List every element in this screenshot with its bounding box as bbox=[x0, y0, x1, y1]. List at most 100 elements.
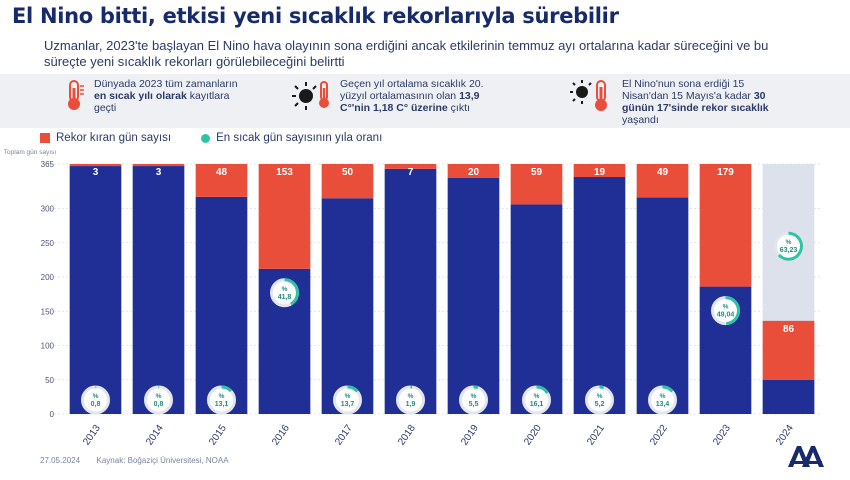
legend-record-label: Rekor kıran gün sayısı bbox=[56, 132, 172, 144]
ratio-arc bbox=[284, 278, 299, 306]
bar-record-days bbox=[636, 164, 689, 198]
ratio-value-label: 5,2 bbox=[595, 401, 605, 408]
y-tick-label: 100 bbox=[41, 342, 55, 351]
fact-3: El Nino'nun sona erdiği 15 Nisan'dan 15 … bbox=[570, 78, 772, 126]
x-tick-label: 2022 bbox=[648, 423, 670, 448]
record-value-label: 20 bbox=[468, 167, 480, 178]
ratio-arc bbox=[777, 231, 803, 261]
bar-normal-days bbox=[195, 196, 248, 414]
footer-date: 27.05.2024 bbox=[40, 456, 81, 465]
ratio-percent-sign: % bbox=[219, 393, 225, 400]
ratio-percent-sign: % bbox=[660, 393, 666, 400]
record-value-label: 19 bbox=[594, 167, 606, 178]
sun-thermometer-icon bbox=[570, 80, 607, 111]
bar-normal-days bbox=[510, 204, 563, 414]
ratio-percent-sign: % bbox=[597, 393, 603, 400]
ratio-arc bbox=[473, 385, 479, 390]
x-tick-label: 2018 bbox=[396, 423, 418, 448]
fact-2: Geçen yıl ortalama sıcaklık 20. yüzyıl o… bbox=[290, 78, 490, 114]
ratio-value-label: 0,8 bbox=[91, 401, 101, 408]
ratio-circle bbox=[396, 385, 425, 415]
ratio-percent-sign: % bbox=[282, 286, 288, 293]
record-value-label: 153 bbox=[276, 167, 293, 178]
record-value-label: 48 bbox=[216, 167, 228, 178]
sun-thermometer-icon bbox=[292, 81, 329, 110]
thermometer-icon bbox=[68, 80, 84, 110]
record-value-label: 7 bbox=[408, 167, 414, 178]
record-value-label: 49 bbox=[657, 167, 669, 178]
ratio-percent-sign: % bbox=[93, 393, 99, 400]
ratio-value-label: 16,1 bbox=[530, 401, 544, 408]
record-value-label: 86 bbox=[783, 324, 795, 335]
fact-3-text: El Nino'nun sona erdiği 15 Nisan'dan 15 … bbox=[622, 78, 769, 126]
ratio-circle bbox=[81, 385, 110, 415]
x-tick-label: 2021 bbox=[585, 423, 607, 448]
record-value-label: 3 bbox=[93, 167, 99, 178]
y-tick-label: 250 bbox=[41, 239, 55, 248]
page-subtitle: Uzmanlar, 2023'te başlayan El Nino hava … bbox=[44, 38, 769, 69]
bar-record-days bbox=[69, 164, 122, 167]
bar-record-days bbox=[321, 164, 374, 199]
ratio-percent-sign: % bbox=[723, 304, 729, 311]
x-tick-label: 2014 bbox=[144, 423, 166, 448]
bar-record-days bbox=[447, 164, 500, 178]
y-tick-label: 365 bbox=[41, 160, 55, 169]
ratio-arc bbox=[347, 385, 359, 393]
fact-1: Dünyada 2023 tüm zamanların en sıcak yıl… bbox=[60, 78, 244, 114]
bar-normal-days bbox=[132, 166, 185, 414]
x-tick-label: 2023 bbox=[711, 423, 733, 448]
bar-record-days bbox=[762, 320, 815, 380]
record-value-label: 50 bbox=[342, 167, 354, 178]
record-value-label: 3 bbox=[156, 167, 162, 178]
ratio-percent-sign: % bbox=[786, 239, 792, 246]
ratio-arc bbox=[221, 385, 233, 393]
ratio-arc bbox=[599, 385, 605, 390]
y-axis-label: Toplam gün sayısı bbox=[4, 149, 57, 156]
bar-normal-days bbox=[573, 177, 626, 414]
ratio-value-label: 13,4 bbox=[656, 401, 670, 408]
bar-normal-days bbox=[384, 168, 437, 414]
ratio-circle bbox=[585, 385, 614, 415]
bar-normal-days bbox=[321, 198, 374, 414]
x-tick-label: 2013 bbox=[81, 423, 103, 448]
y-tick-label: 0 bbox=[50, 410, 55, 419]
bar-record-days bbox=[384, 164, 437, 169]
ratio-value-label: 13,1 bbox=[215, 401, 229, 408]
fact-1-text: Dünyada 2023 tüm zamanların en sıcak yıl… bbox=[94, 78, 238, 114]
ratio-percent-sign: % bbox=[156, 393, 162, 400]
ratio-percent-sign: % bbox=[534, 393, 540, 400]
legend-record-swatch bbox=[40, 133, 50, 143]
y-tick-label: 300 bbox=[41, 205, 55, 214]
ratio-arc bbox=[725, 296, 741, 326]
ratio-value-label: 63,23 bbox=[780, 247, 798, 254]
bar-chart: Toplam gün sayısı 0 50 100 150 200 250 300 365 3%… bbox=[4, 149, 820, 448]
bar-record-days bbox=[699, 164, 752, 287]
bar-normal-days bbox=[636, 197, 689, 414]
bar-record-days bbox=[195, 164, 248, 197]
ratio-arc bbox=[536, 385, 549, 395]
page-title: El Nino bitti, etkisi yeni sıcaklık reko… bbox=[12, 4, 619, 28]
legend-ratio-label: En sıcak gün sayısının yıla oranı bbox=[216, 132, 383, 144]
bar-normal-days bbox=[69, 166, 122, 414]
ratio-value-label: 5,5 bbox=[469, 401, 479, 408]
bar-record-days bbox=[573, 164, 626, 178]
chart-legend: Rekor kıran gün sayısı En sıcak gün sayı… bbox=[40, 132, 382, 144]
record-value-label: 59 bbox=[531, 167, 543, 178]
x-tick-label: 2019 bbox=[459, 423, 481, 448]
ratio-value-label: 0,8 bbox=[154, 401, 164, 408]
fact-2-text: Geçen yıl ortalama sıcaklık 20. yüzyıl o… bbox=[340, 78, 484, 114]
x-tick-label: 2016 bbox=[270, 423, 292, 448]
ratio-percent-sign: % bbox=[408, 393, 414, 400]
bar-normal-days bbox=[447, 177, 500, 414]
ratio-value-label: 49,04 bbox=[717, 312, 735, 319]
y-tick-label: 150 bbox=[41, 307, 55, 316]
bar-record-days bbox=[258, 164, 311, 269]
ratio-percent-sign: % bbox=[471, 393, 477, 400]
x-tick-label: 2020 bbox=[522, 423, 544, 448]
ratio-circle bbox=[144, 385, 173, 415]
ratio-percent-sign: % bbox=[345, 393, 351, 400]
ratio-value-label: 41,8 bbox=[278, 294, 292, 301]
aa-logo bbox=[786, 443, 826, 474]
footer: 27.05.2024 Kaynak: Boğaziçi Üniversitesi… bbox=[40, 456, 229, 465]
footer-source: Kaynak: Boğaziçi Üniversitesi, NOAA bbox=[96, 456, 229, 465]
